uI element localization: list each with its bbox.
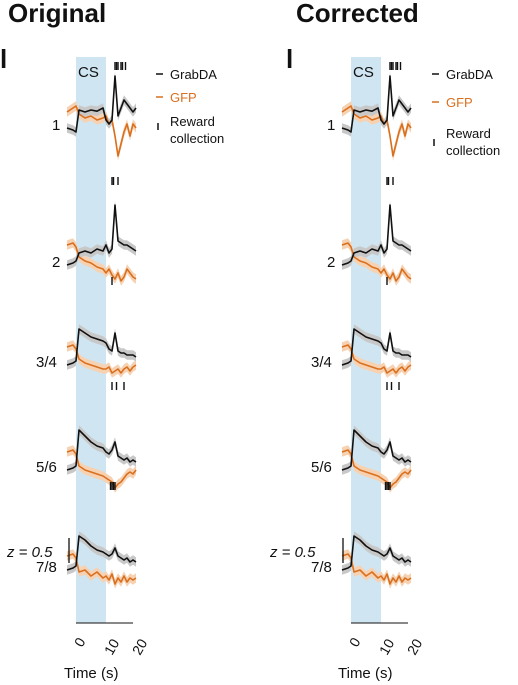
gfp-trace: [341, 242, 412, 282]
panel-letter-original: l: [0, 44, 7, 74]
session-label: 3/4: [311, 354, 332, 371]
session-label: 2: [52, 254, 60, 271]
legend-grabda-corrected: GrabDA: [446, 67, 493, 82]
legend-reward-line1-corrected: Reward: [446, 126, 491, 141]
x-tick-label: 20: [129, 636, 151, 658]
legend-gfp-original: GFP: [170, 90, 197, 105]
panel-original: Original l CS GrabDA GFP Reward collecti…: [0, 0, 224, 682]
x-axis-label-corrected: Time (s): [338, 665, 392, 682]
grabda-trace: [341, 429, 412, 471]
gfp-trace: [66, 242, 137, 282]
gfp-trace: [66, 449, 137, 489]
error-band: [342, 531, 411, 575]
session-label: 3/4: [36, 354, 57, 371]
grabda-trace: [341, 328, 412, 366]
error-band: [67, 531, 136, 575]
cs-label-original: CS: [78, 64, 99, 81]
session-label: 7/8: [311, 559, 332, 576]
error-band: [342, 71, 411, 137]
grabda-trace: [341, 535, 412, 571]
traces-corrected: 1 2 3/4 5/6 7/8: [311, 62, 412, 589]
x-ticks-corrected: 0 10 20: [346, 635, 426, 658]
legend-reward-line2-original: collection: [170, 131, 224, 146]
x-tick-label: 20: [404, 636, 426, 658]
legend-gfp-corrected: GFP: [446, 95, 473, 110]
grabda-trace: [341, 75, 412, 133]
grabda-trace: [341, 204, 412, 266]
error-band: [342, 445, 411, 493]
gfp-trace: [341, 449, 412, 489]
error-band: [67, 200, 136, 270]
x-tick-label: 10: [376, 636, 398, 658]
error-band: [67, 71, 136, 137]
grabda-trace: [66, 204, 137, 266]
error-band: [342, 340, 411, 378]
legend-reward-line1-original: Reward: [170, 114, 215, 129]
grabda-trace: [66, 328, 137, 366]
panel-letter-corrected: l: [286, 44, 293, 74]
session-label: 2: [327, 254, 335, 271]
x-tick-label: 0: [71, 635, 89, 650]
error-band: [342, 200, 411, 270]
grabda-trace: [66, 429, 137, 471]
gfp-trace: [66, 553, 137, 585]
cs-label-corrected: CS: [353, 64, 374, 81]
panel-title-corrected: Corrected: [296, 0, 419, 28]
session-label: 5/6: [36, 459, 57, 476]
session-label: 1: [52, 117, 60, 134]
x-tick-label: 0: [346, 635, 364, 650]
error-band: [342, 425, 411, 475]
scale-bar-label-original: z = 0.5: [6, 544, 53, 561]
scale-bar-label-corrected: z = 0.5: [269, 544, 316, 561]
error-band: [67, 445, 136, 493]
error-band: [67, 324, 136, 370]
error-band: [342, 324, 411, 370]
error-band: [67, 425, 136, 475]
session-label: 7/8: [36, 559, 57, 576]
session-label: 1: [327, 117, 335, 134]
grabda-trace: [66, 535, 137, 571]
legend-reward-line2-corrected: collection: [446, 143, 500, 158]
grabda-trace: [66, 75, 137, 133]
x-axis-label-original: Time (s): [64, 665, 118, 682]
error-band: [67, 340, 136, 378]
x-tick-label: 10: [101, 636, 123, 658]
gfp-trace: [66, 344, 137, 374]
x-ticks-original: 0 10 20: [71, 635, 151, 658]
gfp-trace: [341, 553, 412, 585]
panel-title-original: Original: [8, 0, 106, 28]
session-label: 5/6: [311, 459, 332, 476]
gfp-trace: [341, 344, 412, 374]
legend-grabda-original: GrabDA: [170, 67, 217, 82]
traces-original: 1 2 3/4 5/6 7/8: [36, 62, 137, 589]
panel-corrected: Corrected l CS GrabDA GFP Reward collect…: [269, 0, 500, 682]
